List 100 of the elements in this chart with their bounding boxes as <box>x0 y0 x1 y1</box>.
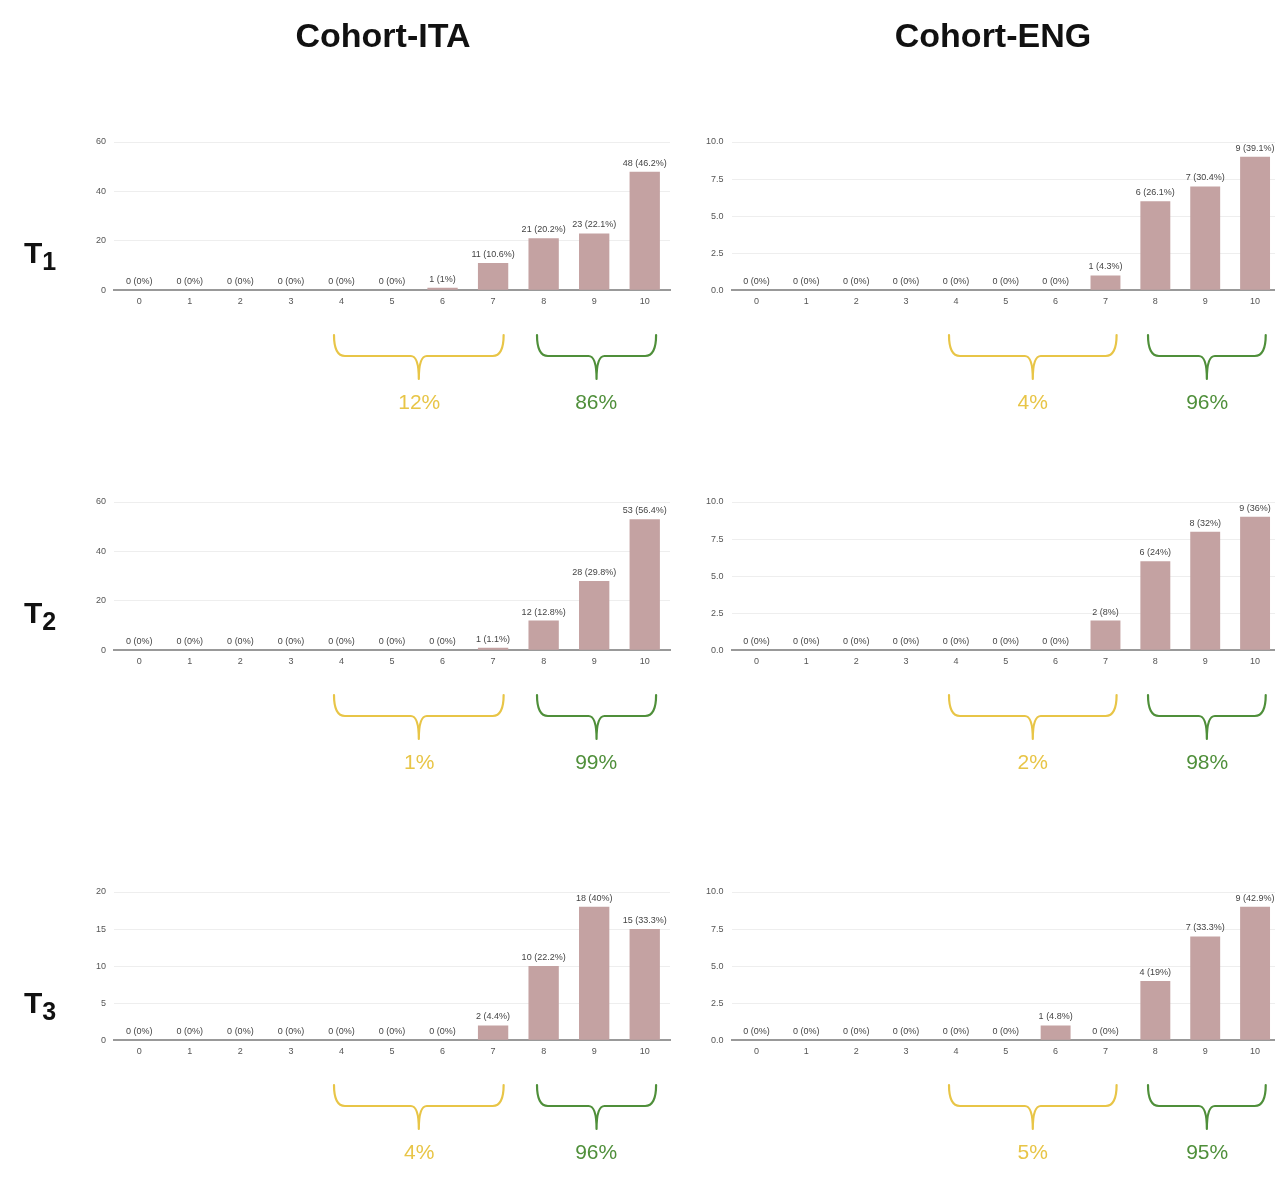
x-tick-label: 2 <box>237 1046 243 1057</box>
data-label: 48 (46.2%) <box>622 157 667 168</box>
x-tick-label: 2 <box>237 656 243 667</box>
data-label: 0 (0%) <box>793 1026 820 1037</box>
x-tick-label: 5 <box>389 656 395 667</box>
x-tick-label: 7 <box>490 656 496 667</box>
x-tick-label: 2 <box>853 1046 859 1057</box>
x-tick-label: 9 <box>591 1046 597 1057</box>
bar <box>528 620 559 650</box>
bar <box>528 238 559 290</box>
data-label: 0 (0%) <box>429 1026 456 1037</box>
chart-title: Cohort-ITA <box>294 16 472 55</box>
x-tick-label: 1 <box>803 1046 809 1057</box>
bar <box>579 233 610 290</box>
data-label: 0 (0%) <box>378 276 406 287</box>
data-label: 0 (0%) <box>1042 636 1069 647</box>
x-tick-label: 6 <box>1053 656 1059 667</box>
data-label: 0 (0%) <box>892 276 920 287</box>
data-label: 0 (0%) <box>176 276 204 287</box>
y-tick-label: 10.0 <box>705 886 724 897</box>
y-tick-label: 7.5 <box>711 173 724 184</box>
data-label: 0 (0%) <box>1092 1026 1119 1037</box>
data-label: 0 (0%) <box>328 636 355 647</box>
data-label: 0 (0%) <box>793 276 820 287</box>
bar <box>579 906 610 1040</box>
data-label: 0 (0%) <box>892 1026 920 1037</box>
x-tick-label: 9 <box>591 296 597 307</box>
data-label: 1 (4.3%) <box>1088 261 1123 272</box>
y-tick-label: 0.0 <box>711 644 724 655</box>
x-tick-label: 10 <box>1250 656 1261 667</box>
y-tick-label: 10.0 <box>705 496 724 507</box>
x-tick-label: 0 <box>753 1046 759 1057</box>
x-tick-label: 7 <box>490 296 496 307</box>
x-tick-label: 1 <box>803 656 809 667</box>
x-tick-label: 8 <box>541 1046 547 1057</box>
data-label: 0 (0%) <box>992 636 1020 647</box>
data-label: 0 (0%) <box>842 1026 870 1037</box>
x-tick-label: 8 <box>1152 656 1158 667</box>
data-label: 0 (0%) <box>743 276 770 287</box>
x-tick-label: 10 <box>1250 296 1261 307</box>
x-tick-label: 4 <box>338 1046 344 1057</box>
data-label: 6 (24%) <box>1139 547 1172 558</box>
x-tick-label: 10 <box>639 296 650 307</box>
text: 5% <box>1016 1140 1049 1164</box>
data-label: 0 (0%) <box>227 1026 254 1037</box>
x-tick-label: 8 <box>541 656 547 667</box>
x-tick-label: 6 <box>440 296 446 307</box>
text: 96% <box>1185 390 1230 414</box>
data-label: 21 (20.2%) <box>521 224 566 235</box>
data-label: 4 (19%) <box>1139 966 1172 977</box>
y-tick-label: 60 <box>96 496 107 507</box>
x-tick-label: 0 <box>136 296 142 307</box>
x-tick-label: 1 <box>803 296 809 307</box>
x-tick-label: 4 <box>953 296 959 307</box>
data-label: 0 (0%) <box>227 636 254 647</box>
x-tick-label: 8 <box>541 296 547 307</box>
bar <box>1040 1025 1071 1040</box>
x-tick-label: 4 <box>953 656 959 667</box>
y-axis-title: T$_{2}$ <box>24 596 57 636</box>
y-tick-label: 40 <box>96 545 107 556</box>
x-tick-label: 7 <box>1102 656 1108 667</box>
x-tick-label: 3 <box>903 656 909 667</box>
y-tick-label: 5.0 <box>711 210 724 221</box>
text: 4% <box>1016 390 1049 414</box>
data-label: 23 (22.1%) <box>572 219 617 230</box>
x-tick-label: 4 <box>338 656 344 667</box>
data-label: 0 (0%) <box>743 636 770 647</box>
bar <box>528 966 559 1040</box>
x-tick-label: 10 <box>639 656 650 667</box>
data-label: 11 (10.6%) <box>471 249 515 260</box>
y-tick-label: 0 <box>101 284 107 295</box>
y-tick-label: 15 <box>96 923 107 934</box>
bar <box>1240 156 1271 290</box>
text: 86% <box>574 390 619 414</box>
x-tick-label: 1 <box>187 1046 193 1057</box>
x-tick-label: 9 <box>1202 656 1208 667</box>
x-tick-label: 9 <box>1202 1046 1208 1057</box>
data-label: 2 (4.4%) <box>476 1011 511 1022</box>
bar <box>1240 516 1271 650</box>
y-tick-label: 20 <box>96 886 107 897</box>
text: 98% <box>1185 750 1230 774</box>
data-label: 6 (26.1%) <box>1135 187 1175 198</box>
data-label: 0 (0%) <box>942 276 970 287</box>
x-tick-label: 3 <box>288 296 294 307</box>
data-label: 0 (0%) <box>277 636 305 647</box>
x-tick-label: 3 <box>903 1046 909 1057</box>
data-label: 0 (0%) <box>429 636 456 647</box>
x-tick-label: 1 <box>187 656 193 667</box>
bar <box>477 263 509 290</box>
data-label: 0 (0%) <box>942 1026 970 1037</box>
x-tick-label: 1 <box>187 296 193 307</box>
x-tick-label: 5 <box>389 1046 395 1057</box>
y-tick-label: 5 <box>101 997 107 1008</box>
chart-title: Cohort-ENG <box>893 16 1093 55</box>
x-tick-label: 3 <box>903 296 909 307</box>
data-label: 0 (0%) <box>992 1026 1020 1037</box>
y-tick-label: 2.5 <box>711 607 724 618</box>
data-label: 0 (0%) <box>793 636 820 647</box>
x-tick-label: 2 <box>237 296 243 307</box>
text: 2% <box>1016 750 1049 774</box>
